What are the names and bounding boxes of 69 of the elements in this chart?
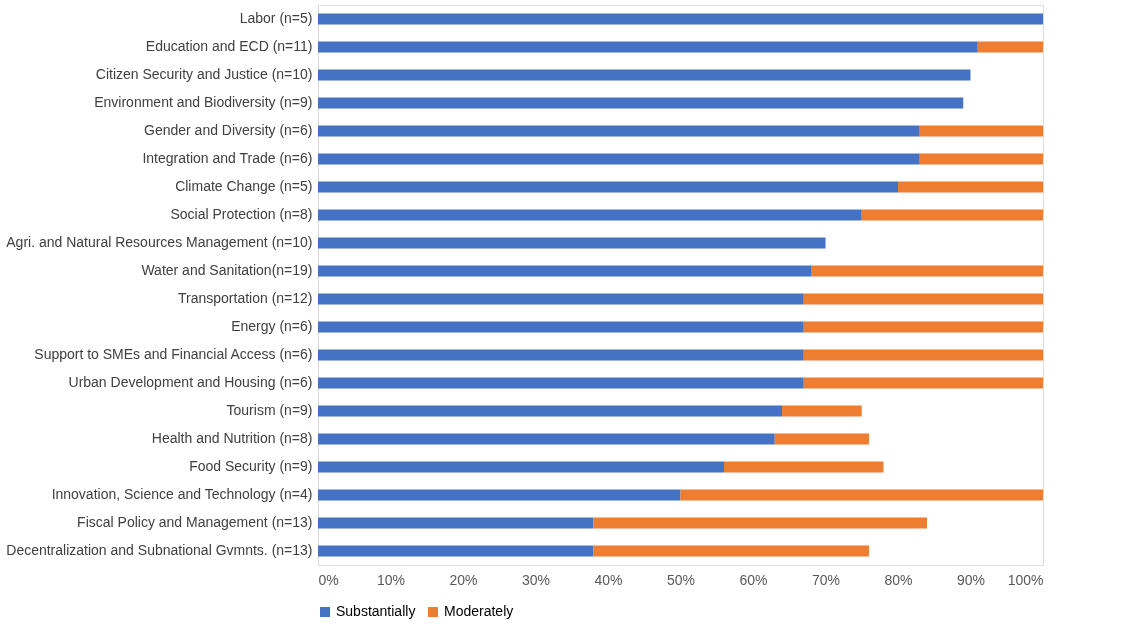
y-tick-label: Support to SMEs and Financial Access (n=6) bbox=[34, 346, 313, 362]
y-tick-label: Urban Development and Housing (n=6) bbox=[68, 374, 313, 390]
bar bbox=[861, 209, 1043, 221]
x-tick-label: 50% bbox=[666, 571, 696, 588]
x-tick-label: 80% bbox=[884, 571, 913, 588]
bar bbox=[680, 489, 1043, 501]
bar bbox=[919, 125, 1043, 137]
y-tick-label: Water and Sanitation(n=19) bbox=[141, 262, 313, 278]
y-tick-label: Climate Change (n=5) bbox=[175, 178, 313, 194]
bar bbox=[811, 265, 1043, 277]
y-tick-label: Education and ECD (n=11) bbox=[145, 38, 313, 54]
y-tick-label: Integration and Trade (n=6) bbox=[142, 150, 313, 166]
bar bbox=[318, 69, 971, 81]
y-tick-label: Social Protection (n=8) bbox=[170, 206, 313, 222]
bar bbox=[724, 461, 884, 473]
bar bbox=[593, 545, 869, 557]
bar bbox=[318, 125, 920, 137]
bar bbox=[318, 321, 804, 333]
x-tick-label: 100% bbox=[1007, 571, 1044, 588]
bar bbox=[898, 181, 1043, 193]
bar bbox=[318, 97, 964, 109]
bar bbox=[318, 237, 826, 249]
y-tick-label: Citizen Security and Justice (n=10) bbox=[95, 66, 313, 82]
bar bbox=[318, 153, 920, 165]
bar bbox=[318, 405, 782, 417]
bar bbox=[803, 377, 1043, 389]
y-tick-label: Agri. and Natural Resources Management (n=10) bbox=[6, 234, 313, 250]
x-tick-label: 90% bbox=[956, 571, 986, 588]
bar bbox=[803, 321, 1043, 333]
legend-label: Moderately bbox=[444, 603, 514, 619]
y-tick-label: Food Security (n=9) bbox=[189, 458, 313, 474]
y-tick-label: Innovation, Science and Technology (n=4) bbox=[51, 486, 313, 502]
bar bbox=[318, 209, 862, 221]
bar bbox=[318, 517, 594, 529]
bar bbox=[593, 517, 927, 529]
bar bbox=[803, 293, 1043, 305]
y-tick-label: Environment and Biodiversity (n=9) bbox=[94, 94, 313, 110]
bar bbox=[318, 349, 804, 361]
bar bbox=[318, 293, 804, 305]
y-tick-label: Energy (n=6) bbox=[231, 318, 313, 334]
x-tick-label: 30% bbox=[521, 571, 551, 588]
bar bbox=[803, 349, 1043, 361]
y-tick-label: Health and Nutrition (n=8) bbox=[151, 430, 313, 446]
y-tick-label: Tourism (n=9) bbox=[226, 402, 313, 418]
bar bbox=[782, 405, 862, 417]
bar bbox=[318, 377, 804, 389]
y-tick-label: Transportation (n=12) bbox=[178, 290, 313, 306]
bar bbox=[318, 265, 811, 277]
y-tick-label: Decentralization and Subnational Gvmnts. (n=13) bbox=[6, 542, 313, 558]
bar bbox=[318, 489, 681, 501]
y-tick-label: Gender and Diversity (n=6) bbox=[144, 122, 313, 138]
x-tick-label: 20% bbox=[449, 571, 478, 588]
x-tick-label: 70% bbox=[811, 571, 841, 588]
y-tick-label: Fiscal Policy and Management (n=13) bbox=[77, 514, 313, 530]
bar bbox=[977, 41, 1043, 53]
x-tick-label: 10% bbox=[376, 571, 406, 588]
x-tick-label: 0% bbox=[318, 571, 339, 588]
x-tick-label: 40% bbox=[594, 571, 623, 588]
bar bbox=[774, 433, 869, 445]
bar bbox=[318, 181, 898, 193]
bar bbox=[919, 153, 1043, 165]
x-tick-label: 60% bbox=[739, 571, 768, 588]
legend-label: Substantially bbox=[336, 603, 416, 619]
bar bbox=[318, 41, 978, 53]
bar bbox=[318, 13, 1043, 25]
bar bbox=[318, 545, 594, 557]
bar bbox=[318, 433, 775, 445]
bar bbox=[318, 461, 724, 473]
y-tick-label: Labor (n=5) bbox=[239, 10, 313, 26]
